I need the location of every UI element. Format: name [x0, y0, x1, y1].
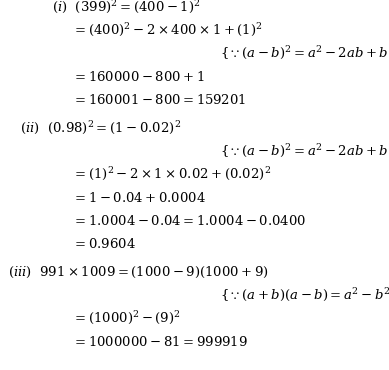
Text: $(\mathit{ii})$  $(0.98)^2 = (1 - 0.02)^2$: $(\mathit{ii})$ $(0.98)^2 = (1 - 0.02)^2…: [20, 119, 181, 136]
Text: $= (1)^2 - 2 \times 1 \times 0.02 + (0.02)^2$: $= (1)^2 - 2 \times 1 \times 0.02 + (0.0…: [72, 165, 271, 182]
Text: $= 160001 - 800 = 159201$: $= 160001 - 800 = 159201$: [72, 93, 246, 107]
Text: $= (1000)^2 - (9)^2$: $= (1000)^2 - (9)^2$: [72, 309, 180, 326]
Text: $= 0.9604$: $= 0.9604$: [72, 237, 136, 251]
Text: $(\mathit{i})$  $(399)^2 = (400 - 1)^2$: $(\mathit{i})$ $(399)^2 = (400 - 1)^2$: [52, 0, 200, 15]
Text: $\{\because (a - b)^2 = a^2 - 2ab + b^2\}$: $\{\because (a - b)^2 = a^2 - 2ab + b^2\…: [220, 44, 389, 61]
Text: $(\mathit{iii})$  $991 \times 1009 = (1000 - 9)(1000 + 9)$: $(\mathit{iii})$ $991 \times 1009 = (100…: [8, 265, 269, 280]
Text: $\{\because (a + b)(a - b) = a^2 - b^2\}$: $\{\because (a + b)(a - b) = a^2 - b^2\}…: [220, 286, 389, 303]
Text: $= 1.0004 - 0.04 = 1.0004 - 0.0400$: $= 1.0004 - 0.04 = 1.0004 - 0.0400$: [72, 214, 306, 228]
Text: $\{\because (a - b)^2 = a^2 - 2ab + b^2\}$: $\{\because (a - b)^2 = a^2 - 2ab + b^2\…: [220, 142, 389, 159]
Text: $= 1 - 0.04 + 0.0004$: $= 1 - 0.04 + 0.0004$: [72, 191, 206, 205]
Text: $= 160000 - 800 + 1$: $= 160000 - 800 + 1$: [72, 70, 205, 84]
Text: $= (400)^2 - 2 \times 400 \times 1 + (1)^2$: $= (400)^2 - 2 \times 400 \times 1 + (1)…: [72, 21, 263, 38]
Text: $= 1000000 - 81 = 999919$: $= 1000000 - 81 = 999919$: [72, 335, 248, 349]
